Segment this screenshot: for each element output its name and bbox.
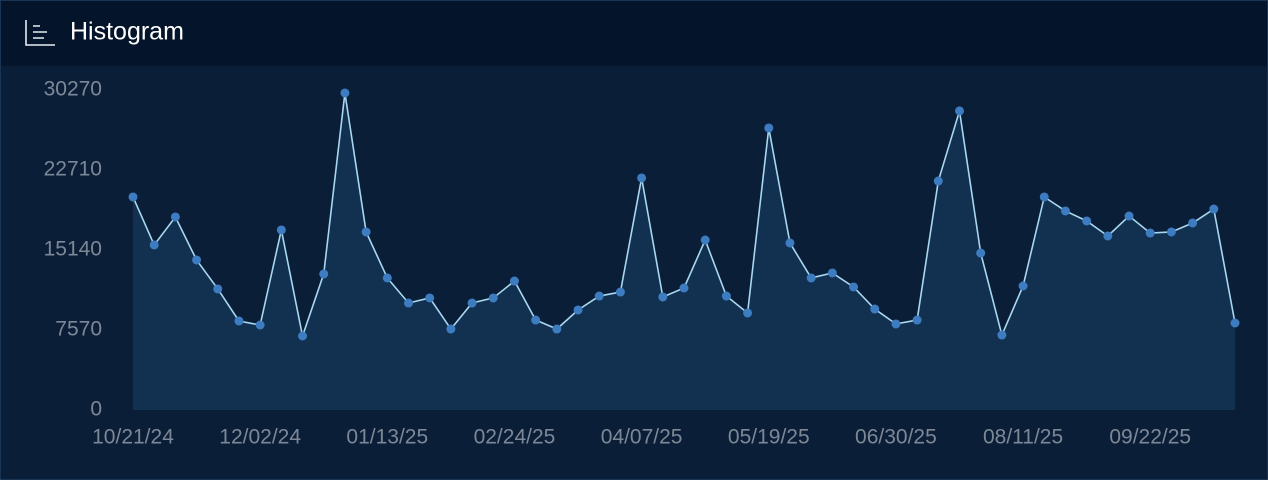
area-fill bbox=[133, 92, 1235, 411]
x-tick-label: 09/22/25 bbox=[1109, 426, 1191, 449]
point bbox=[1103, 231, 1113, 241]
point bbox=[573, 305, 583, 315]
point bbox=[467, 298, 477, 308]
point bbox=[700, 235, 710, 245]
point bbox=[255, 320, 265, 330]
point bbox=[806, 273, 816, 283]
point bbox=[340, 88, 350, 98]
point bbox=[785, 238, 795, 248]
point bbox=[170, 212, 180, 222]
point bbox=[976, 248, 986, 258]
point bbox=[891, 319, 901, 329]
point bbox=[1124, 211, 1134, 221]
point bbox=[298, 331, 308, 341]
point bbox=[509, 276, 519, 286]
point bbox=[234, 316, 244, 326]
point bbox=[1039, 192, 1049, 202]
x-tick-label: 08/11/25 bbox=[983, 426, 1063, 449]
point bbox=[1145, 228, 1155, 238]
histogram-icon bbox=[25, 20, 55, 46]
chart-title: Histogram bbox=[70, 18, 184, 46]
point bbox=[531, 315, 541, 325]
point bbox=[870, 304, 880, 314]
point bbox=[404, 298, 413, 308]
point bbox=[1082, 216, 1092, 226]
point bbox=[382, 273, 392, 283]
point bbox=[912, 315, 922, 325]
point bbox=[933, 176, 943, 186]
point bbox=[594, 291, 604, 301]
x-tick-label: 04/07/25 bbox=[601, 426, 683, 449]
point bbox=[1018, 281, 1028, 291]
point bbox=[1209, 204, 1219, 214]
point bbox=[149, 240, 159, 250]
point bbox=[192, 255, 202, 265]
point bbox=[849, 282, 859, 292]
y-tick-label: 30270 bbox=[44, 78, 102, 101]
point bbox=[997, 330, 1007, 340]
x-tick-label: 05/19/25 bbox=[728, 426, 810, 449]
point bbox=[1230, 318, 1240, 328]
point bbox=[637, 173, 647, 183]
point bbox=[658, 292, 668, 302]
point bbox=[1060, 206, 1070, 216]
point bbox=[276, 225, 286, 235]
y-tick-label: 15140 bbox=[44, 237, 102, 260]
x-tick-label: 12/02/24 bbox=[219, 426, 301, 449]
point bbox=[615, 287, 625, 297]
point bbox=[128, 192, 138, 202]
x-tick-label: 01/13/25 bbox=[346, 426, 428, 449]
point bbox=[361, 227, 371, 237]
point bbox=[213, 284, 223, 294]
point bbox=[446, 324, 456, 334]
point bbox=[827, 268, 837, 278]
x-tick-label: 02/24/25 bbox=[474, 426, 556, 449]
point bbox=[319, 269, 329, 279]
x-tick-label: 06/30/25 bbox=[855, 426, 937, 449]
y-tick-label: 0 bbox=[90, 398, 102, 421]
y-tick-label: 7570 bbox=[55, 318, 102, 341]
point bbox=[721, 291, 731, 301]
x-tick-label: 10/21/24 bbox=[92, 426, 174, 449]
point bbox=[1166, 227, 1176, 237]
header-bg bbox=[1, 1, 1267, 66]
point bbox=[955, 106, 964, 116]
point bbox=[425, 293, 435, 303]
y-tick-label: 22710 bbox=[44, 157, 102, 180]
point bbox=[552, 324, 562, 334]
point bbox=[488, 293, 498, 303]
point bbox=[1188, 218, 1198, 228]
point bbox=[679, 283, 689, 293]
point bbox=[743, 308, 753, 318]
point bbox=[764, 123, 774, 133]
